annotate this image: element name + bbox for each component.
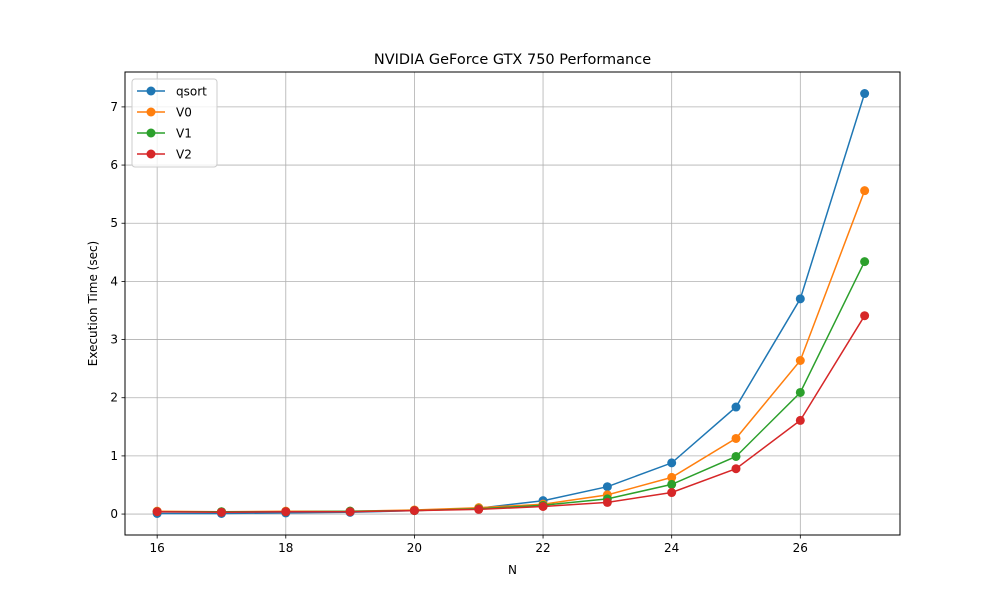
y-axis-label: Execution Time (sec) <box>86 241 100 366</box>
data-point <box>602 482 612 492</box>
legend-item: V2 <box>137 148 192 162</box>
y-tick-label: 2 <box>110 391 118 405</box>
legend-marker <box>146 128 156 138</box>
legend-label: V2 <box>176 148 192 162</box>
data-point <box>409 506 419 516</box>
data-point <box>667 472 677 482</box>
legend-marker <box>146 107 156 117</box>
legend-box <box>131 78 218 168</box>
chart-title: NVIDIA GeForce GTX 750 Performance <box>374 52 651 68</box>
legend-item: qsort <box>137 85 207 99</box>
data-point <box>731 402 741 412</box>
y-tick-label: 0 <box>110 507 118 521</box>
x-tick-label: 20 <box>407 541 422 555</box>
legend: qsort V0 V1 V2 <box>131 78 218 168</box>
data-point <box>860 257 870 267</box>
y-tick-label: 4 <box>110 274 118 288</box>
data-point <box>795 356 805 366</box>
series-v2 <box>152 311 870 517</box>
legend-label: V1 <box>176 127 192 141</box>
data-point <box>860 311 870 321</box>
x-tick-label: 24 <box>664 541 679 555</box>
axis-ticks: 16 18 20 22 24 26 0 1 2 3 4 5 6 7 <box>110 100 808 555</box>
data-point <box>602 497 612 507</box>
data-point <box>152 507 162 517</box>
legend-marker <box>146 86 156 96</box>
series-layer <box>152 89 870 518</box>
data-point <box>345 507 355 517</box>
x-tick-label: 18 <box>278 541 293 555</box>
x-tick-label: 22 <box>535 541 550 555</box>
legend-item: V0 <box>137 106 192 120</box>
legend-label: V0 <box>176 106 192 120</box>
y-tick-label: 7 <box>110 100 118 114</box>
data-point <box>731 464 741 474</box>
series-line <box>157 93 866 515</box>
grid-lines <box>125 72 900 535</box>
y-tick-label: 5 <box>110 216 118 230</box>
x-tick-label: 26 <box>793 541 808 555</box>
data-point <box>795 387 805 397</box>
data-point <box>281 507 291 517</box>
legend-item: V1 <box>137 127 192 141</box>
data-point <box>667 488 677 498</box>
data-point <box>731 451 741 461</box>
x-axis-label: N <box>508 563 517 577</box>
series-line <box>157 315 866 514</box>
x-tick-label: 16 <box>150 541 165 555</box>
data-point <box>538 501 548 511</box>
data-point <box>795 294 805 304</box>
data-point <box>860 89 870 99</box>
data-point <box>860 186 870 196</box>
data-point <box>474 504 484 514</box>
y-tick-label: 3 <box>110 333 118 347</box>
legend-marker <box>146 149 156 159</box>
data-point <box>731 433 741 443</box>
data-point <box>795 415 805 425</box>
y-tick-label: 6 <box>110 158 118 172</box>
data-point <box>216 507 226 517</box>
y-tick-label: 1 <box>110 449 118 463</box>
plot-frame <box>124 71 901 536</box>
legend-label: qsort <box>176 85 207 99</box>
data-point <box>667 458 677 468</box>
data-point <box>667 479 677 489</box>
